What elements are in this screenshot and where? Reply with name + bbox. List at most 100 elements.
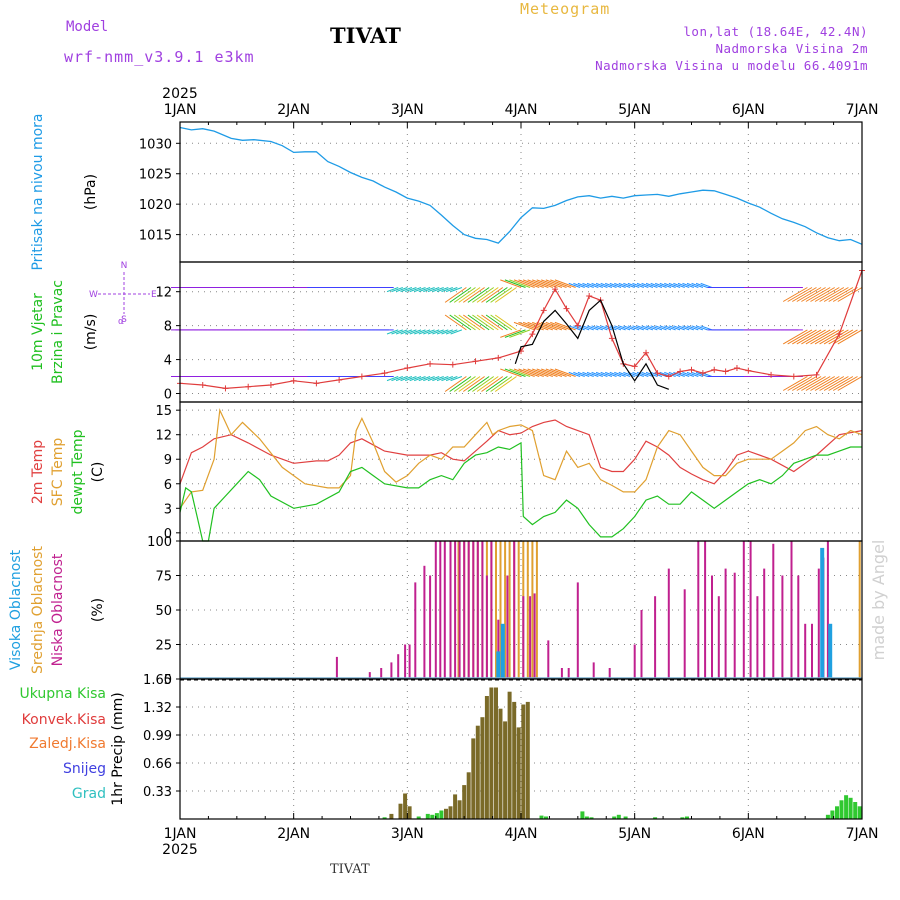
wind-arrow — [618, 325, 631, 331]
wind-arrow — [536, 368, 558, 377]
wind-arrow — [595, 282, 608, 288]
wind-arrow — [504, 329, 526, 338]
x-label-top: 1JAN — [164, 102, 197, 118]
wind-arrow — [500, 329, 522, 338]
cloud-low-bar — [790, 541, 793, 679]
wind-arrow — [400, 287, 413, 293]
wind-arrow — [418, 329, 431, 335]
cloud-low-bar — [717, 596, 720, 679]
compass-west: W — [89, 290, 98, 300]
wind-arrow — [582, 371, 594, 377]
wind-arrow — [490, 314, 513, 331]
cloud-mid-bar — [508, 541, 511, 679]
x-label-top: 7JAN — [846, 102, 879, 118]
wind-speed-marker — [677, 368, 684, 375]
wind-arrow — [513, 279, 535, 288]
wind-speed-marker — [688, 366, 695, 373]
wind-arrow — [436, 287, 449, 293]
wind-arrow — [444, 287, 467, 303]
wind-arrow — [591, 325, 603, 331]
wind-arrow — [700, 282, 713, 288]
wind-arrow — [618, 371, 631, 377]
wind-arrow — [550, 321, 572, 331]
wind-speed-marker — [711, 366, 718, 373]
cloud-low-bar — [368, 672, 371, 679]
wind-arrow — [823, 287, 849, 302]
cloud-low-bar — [733, 572, 736, 679]
wind-arrow — [623, 371, 635, 377]
wind-arrow — [618, 282, 631, 288]
precip-legend-item: Snijeg — [63, 761, 106, 777]
wind-speed-marker — [813, 371, 820, 378]
wind-arrow — [541, 321, 563, 331]
wind-arrow — [467, 376, 490, 392]
wind-speed-marker — [472, 358, 479, 365]
precip-bar — [584, 816, 589, 819]
precip-bar — [503, 721, 508, 819]
wind-arrow — [623, 325, 635, 331]
wind-arrow — [409, 329, 422, 335]
x-label-bottom: 5JAN — [618, 826, 651, 842]
x-label-top: 4JAN — [505, 102, 538, 118]
y-tick-label: 1025 — [139, 168, 172, 183]
wind-arrow — [550, 279, 572, 288]
wind-arrow — [796, 329, 822, 345]
wind-arrow — [695, 325, 708, 331]
wind-arrow — [828, 329, 854, 345]
wind-arrow — [636, 282, 649, 288]
wind-arrow — [810, 329, 835, 345]
wind-speed-marker — [336, 376, 343, 383]
meteogram-title: Meteogram — [520, 0, 611, 18]
wind-arrow — [463, 287, 485, 303]
wind-arrow — [614, 371, 626, 377]
cloud-low-bar — [797, 575, 800, 679]
precip-bar — [457, 800, 462, 819]
grid-clouds — [180, 541, 862, 679]
precip-legend-item: Zaledj.Kisa — [29, 736, 106, 752]
precip-bar — [448, 806, 453, 819]
cloud-mid-bar — [526, 541, 529, 679]
cloud-low-bar — [560, 668, 563, 679]
cloud-low-bar — [533, 593, 536, 679]
wind-arrow — [476, 287, 499, 303]
wind-arrow — [609, 282, 622, 288]
wind-arrow — [432, 329, 444, 335]
wind-arrow — [449, 376, 472, 392]
precip-bar — [444, 808, 448, 819]
temp-dewpoint-line — [179, 441, 862, 542]
precip-bar — [498, 708, 503, 819]
cloud-mid-bar — [495, 541, 497, 679]
precip-bar — [525, 701, 530, 819]
watermark: made by Angel — [869, 540, 888, 661]
wind-arrow — [641, 325, 654, 331]
wind-arrow — [819, 376, 845, 391]
wind-arrow — [828, 287, 854, 302]
precip-bar — [425, 813, 430, 819]
wind-arrow — [645, 325, 658, 331]
wind-arrow — [614, 282, 626, 288]
wind-arrow — [518, 368, 540, 377]
wind-arrow — [695, 371, 708, 377]
wind-arrow — [436, 329, 449, 335]
wind-arrow — [655, 282, 667, 288]
wind-arrow — [787, 376, 813, 391]
x-label-top: 2JAN — [277, 102, 310, 118]
cloud-low-bar — [756, 596, 759, 679]
wind-arrow — [814, 287, 840, 302]
wind-arrow — [458, 287, 481, 303]
precip-bar — [462, 785, 467, 819]
wind-arrow — [605, 371, 617, 377]
wind-speed-marker — [381, 370, 388, 377]
cloud-unit: (%) — [90, 598, 106, 622]
wind-compass: N S W Eα — [89, 261, 157, 327]
wind-arrow — [682, 371, 694, 377]
wind-arrow — [541, 368, 563, 377]
wind-arrow — [467, 314, 490, 331]
x-label-bottom: 4JAN — [505, 826, 538, 842]
cloud-low-bar — [817, 568, 820, 679]
wind-arrow — [490, 376, 513, 392]
wind-arrow — [463, 376, 485, 392]
wind-arrow — [494, 287, 517, 303]
wind-arrow — [532, 368, 553, 377]
wind-arrow — [436, 376, 449, 382]
